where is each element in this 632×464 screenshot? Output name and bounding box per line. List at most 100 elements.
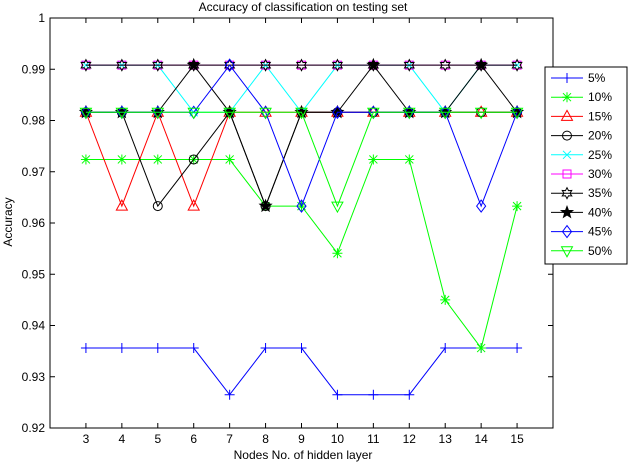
data-point xyxy=(224,58,235,72)
legend-label: 20% xyxy=(588,129,612,143)
series-15pct xyxy=(79,105,524,211)
data-point xyxy=(332,389,343,400)
data-point xyxy=(512,343,523,354)
x-axis-label: Nodes No. of hidden layer xyxy=(234,448,373,462)
legend-marker xyxy=(562,150,572,160)
data-point xyxy=(439,58,451,72)
x-tick-label: 10 xyxy=(331,432,345,446)
data-point xyxy=(368,154,379,165)
data-point xyxy=(259,105,272,117)
legend-marker xyxy=(560,246,574,258)
data-point xyxy=(331,201,344,214)
data-point xyxy=(152,201,163,212)
data-point xyxy=(187,199,201,211)
data-point xyxy=(116,343,127,354)
legend-label: 50% xyxy=(588,244,612,258)
data-point xyxy=(296,199,307,213)
data-point xyxy=(440,294,451,305)
x-tick-label: 13 xyxy=(439,432,453,446)
legend-item: 50% xyxy=(551,244,612,258)
legend-item: 5% xyxy=(551,71,606,85)
data-point xyxy=(474,57,489,72)
legend-marker xyxy=(562,169,572,179)
data-point xyxy=(79,107,93,120)
data-point xyxy=(188,58,200,72)
x-tick-label: 15 xyxy=(510,432,524,446)
data-point xyxy=(366,57,381,72)
data-point xyxy=(296,343,307,354)
y-tick-label: 0.98 xyxy=(22,114,46,128)
data-point xyxy=(80,154,91,165)
y-tick-label: 0.94 xyxy=(22,319,46,333)
legend-marker xyxy=(560,109,574,121)
data-point xyxy=(511,58,523,72)
legend-box xyxy=(544,66,628,265)
legend-item: 45% xyxy=(551,225,612,239)
legend-label: 5% xyxy=(588,71,606,85)
legend-label: 40% xyxy=(588,205,612,219)
legend-item: 35% xyxy=(551,186,612,200)
data-point xyxy=(512,201,523,212)
data-point xyxy=(476,199,487,213)
legend-label: 35% xyxy=(588,186,612,200)
data-point xyxy=(116,58,128,72)
series-10pct xyxy=(80,154,523,354)
data-point xyxy=(186,57,201,72)
data-point xyxy=(115,107,129,120)
plot-frame xyxy=(49,17,554,429)
series-line xyxy=(85,64,518,208)
legend-item: 25% xyxy=(551,148,612,162)
data-point xyxy=(224,154,235,165)
y-tick-label: 1 xyxy=(38,11,45,25)
legend-item: 10% xyxy=(551,90,612,104)
legend-label: 10% xyxy=(588,90,612,104)
legend-marker xyxy=(562,92,572,103)
data-point xyxy=(438,107,452,120)
data-point xyxy=(295,107,308,120)
data-point xyxy=(187,107,201,120)
x-tick-label: 8 xyxy=(262,432,269,446)
data-point xyxy=(80,343,91,354)
legend-item: 15% xyxy=(551,109,612,123)
data-point xyxy=(260,343,271,354)
x-tick-label: 7 xyxy=(226,432,233,446)
series-line xyxy=(85,347,518,396)
legend: 5% 10% 15% 20% 25% 30% 35% 40% 45% 50% xyxy=(544,66,628,265)
series-45pct xyxy=(80,58,523,213)
data-point xyxy=(476,343,487,354)
data-point xyxy=(295,58,308,72)
data-point xyxy=(188,154,199,165)
y-tick-label: 0.93 xyxy=(22,370,46,384)
y-tick-label: 0.95 xyxy=(22,267,46,281)
data-point xyxy=(367,107,380,120)
data-point xyxy=(258,198,273,213)
legend-item: 20% xyxy=(551,129,612,143)
data-point xyxy=(152,154,163,165)
data-point xyxy=(440,343,451,354)
data-point xyxy=(259,107,272,120)
data-point xyxy=(115,199,129,211)
y-tick-label: 0.92 xyxy=(22,421,46,435)
legend-label: 45% xyxy=(588,225,612,239)
x-tick-label: 4 xyxy=(119,432,126,446)
data-point xyxy=(152,58,164,72)
chart-title: Accuracy of classification on testing se… xyxy=(199,0,408,14)
y-tick-label: 0.96 xyxy=(22,216,46,230)
legend-marker xyxy=(562,73,572,83)
data-point xyxy=(224,389,235,400)
x-tick-label: 6 xyxy=(190,432,197,446)
series-line xyxy=(85,64,518,208)
data-point xyxy=(367,58,380,72)
series-line xyxy=(85,111,518,208)
legend-label: 25% xyxy=(588,148,612,162)
data-point xyxy=(475,58,487,72)
x-tick-label: 12 xyxy=(403,432,417,446)
data-point xyxy=(332,248,343,259)
data-point xyxy=(332,105,343,120)
data-point xyxy=(188,343,199,354)
legend-label: 15% xyxy=(588,109,612,123)
data-point xyxy=(152,343,163,354)
y-tick-label: 0.99 xyxy=(22,62,46,76)
legend-marker xyxy=(559,204,575,219)
